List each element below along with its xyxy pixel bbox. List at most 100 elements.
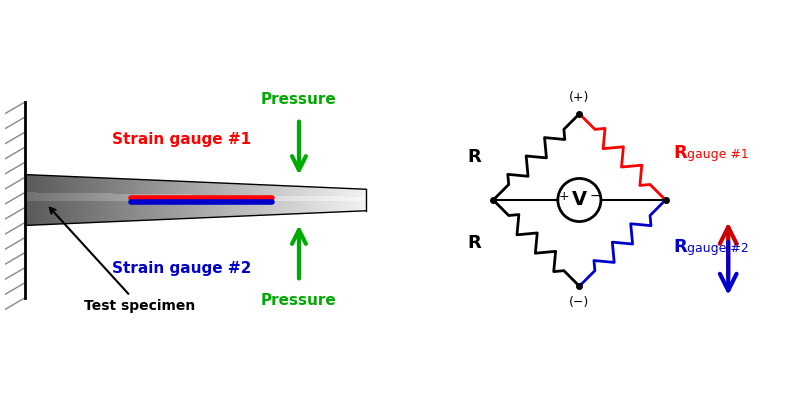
Polygon shape [262,185,263,215]
Polygon shape [250,195,251,201]
Polygon shape [42,192,43,201]
Polygon shape [195,194,197,201]
Polygon shape [319,187,322,213]
Polygon shape [294,196,296,201]
Polygon shape [299,196,301,201]
Polygon shape [66,193,67,201]
Polygon shape [112,194,114,201]
Polygon shape [337,188,338,212]
Polygon shape [335,188,337,212]
Polygon shape [26,192,28,201]
Polygon shape [85,177,86,223]
Polygon shape [322,196,323,201]
Polygon shape [263,196,265,201]
Polygon shape [236,195,238,201]
Polygon shape [110,178,112,222]
Text: gauge #2: gauge #2 [687,242,749,256]
Polygon shape [227,183,230,217]
Polygon shape [170,194,171,201]
Polygon shape [194,194,195,201]
Polygon shape [234,184,236,216]
Polygon shape [78,177,79,223]
Polygon shape [90,177,91,223]
Polygon shape [81,177,82,223]
Polygon shape [302,196,304,201]
Polygon shape [290,186,292,214]
Circle shape [558,178,601,222]
Polygon shape [304,186,306,214]
Polygon shape [91,178,93,222]
Polygon shape [178,181,180,219]
Polygon shape [239,195,241,201]
Polygon shape [42,175,43,225]
Polygon shape [35,175,37,225]
Polygon shape [96,193,98,201]
Polygon shape [269,185,270,215]
Polygon shape [147,194,149,201]
Polygon shape [139,180,141,220]
Polygon shape [308,196,310,201]
Polygon shape [278,186,280,214]
Polygon shape [190,182,192,218]
Polygon shape [153,180,154,220]
Polygon shape [362,189,364,211]
Polygon shape [231,184,233,216]
Polygon shape [46,193,47,201]
Polygon shape [69,193,70,201]
Polygon shape [30,192,32,201]
Polygon shape [296,186,298,214]
Polygon shape [149,180,151,220]
Polygon shape [233,184,234,216]
Polygon shape [32,175,34,225]
Polygon shape [146,180,147,220]
Polygon shape [66,176,67,224]
Polygon shape [37,175,38,225]
Polygon shape [70,176,73,224]
Polygon shape [54,176,55,224]
Polygon shape [352,196,354,200]
Polygon shape [32,192,34,201]
Polygon shape [214,183,216,217]
Polygon shape [30,175,32,225]
Polygon shape [127,194,129,201]
Polygon shape [342,196,343,200]
Polygon shape [328,188,330,212]
Polygon shape [120,179,122,221]
Polygon shape [292,186,294,214]
Polygon shape [239,184,241,216]
Polygon shape [221,183,222,217]
Polygon shape [260,196,262,201]
Polygon shape [230,195,231,201]
Polygon shape [186,182,188,218]
Polygon shape [183,194,185,201]
Polygon shape [26,175,28,225]
Polygon shape [311,187,313,213]
Polygon shape [277,196,278,201]
Polygon shape [171,194,173,201]
Polygon shape [130,194,132,201]
Text: V: V [572,190,587,210]
Polygon shape [218,183,219,217]
Polygon shape [34,175,35,225]
Polygon shape [108,194,110,201]
Polygon shape [236,184,238,216]
Polygon shape [134,194,135,201]
Polygon shape [352,189,354,211]
Polygon shape [323,187,325,213]
Polygon shape [135,194,138,201]
Polygon shape [314,196,316,201]
Polygon shape [349,188,350,212]
Polygon shape [218,195,219,201]
Polygon shape [166,194,168,201]
Polygon shape [357,189,358,211]
Polygon shape [188,182,190,218]
Text: R: R [674,144,687,162]
Polygon shape [230,183,231,217]
Polygon shape [182,194,183,201]
Polygon shape [156,180,158,220]
Polygon shape [310,187,311,213]
Polygon shape [98,178,100,222]
Polygon shape [118,194,120,201]
Polygon shape [210,182,212,218]
Polygon shape [216,195,218,201]
